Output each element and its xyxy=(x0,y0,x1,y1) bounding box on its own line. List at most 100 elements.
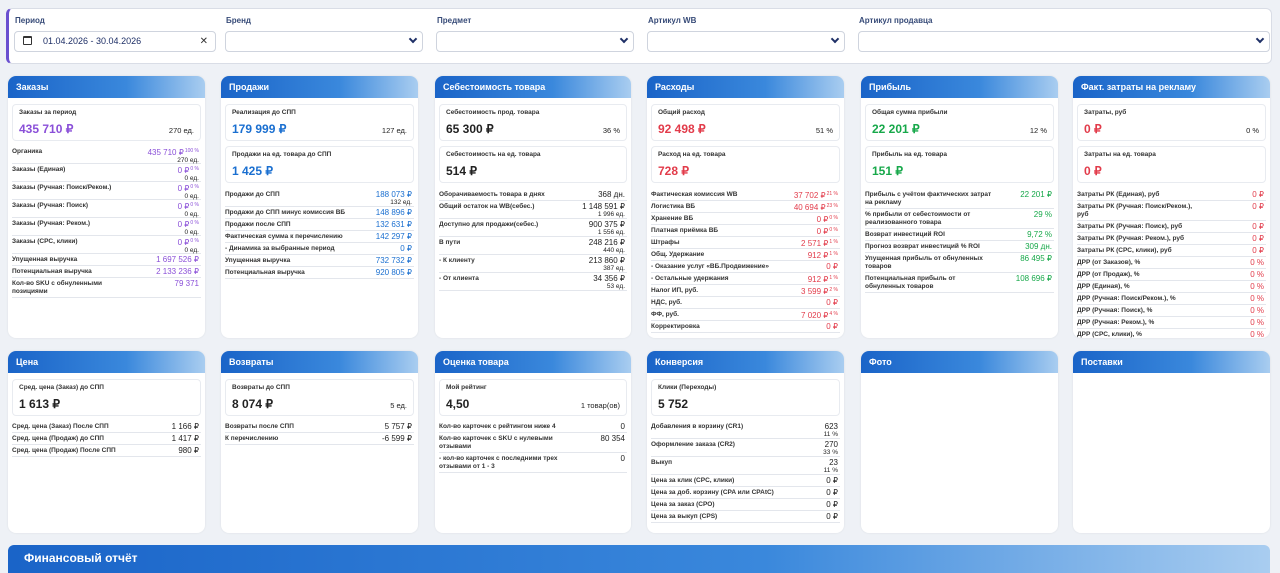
metric-label: % прибыли от себестоимости от реализован… xyxy=(865,211,971,226)
metric-value-text: 1 697 526 ₽ xyxy=(156,255,199,264)
metric-value: 0 % xyxy=(1250,330,1264,338)
metric-value: 0 ₽ xyxy=(400,244,412,253)
metric-percent: 1 % xyxy=(829,239,838,245)
wb-article-select[interactable] xyxy=(647,31,845,52)
metric-value: 2 133 236 ₽ xyxy=(156,267,199,276)
metric-row: Потенциальная прибыль от обнуленных това… xyxy=(865,273,1054,293)
metric-label: Возврат инвестиций ROI xyxy=(865,231,945,238)
metric-value-text: 0 ₽ xyxy=(1252,246,1264,255)
metric-label: Затраты РК (Единая), руб xyxy=(1077,191,1160,198)
conversion-rows: Добавления в корзину (CR1) 623 11 % Оформле… xyxy=(651,421,840,523)
metric-value: 435 710 ₽100 % 270 ед. xyxy=(148,147,199,164)
kpi-value: 5 752 xyxy=(658,397,689,411)
metric-value-text: 0 ₽ xyxy=(826,500,838,509)
kpi-label: Затраты на ед. товара xyxy=(1084,151,1156,158)
seller-article-select[interactable] xyxy=(858,31,1270,52)
metric-value: 0 ₽ xyxy=(826,476,838,485)
metric-value: 248 216 ₽440 ед. xyxy=(589,238,625,254)
kpi-value: 4,50 xyxy=(446,397,470,411)
metric-value-text: 623 xyxy=(824,422,838,431)
metric-label: Потенциальная выручка xyxy=(12,268,92,275)
metric-label: Добавления в корзину (CR1) xyxy=(651,423,744,430)
metric-subvalue: 270 ед. xyxy=(177,157,199,164)
metric-percent: 0 % xyxy=(829,215,838,221)
metric-row: Сред. цена (Заказ) После СПП 1 166 ₽ xyxy=(12,421,201,433)
metric-label: ФФ, руб. xyxy=(651,311,679,318)
chevron-down-icon xyxy=(1255,34,1265,44)
metric-row: ДРР (CPC, клики), % 0 % xyxy=(1077,329,1266,338)
finance-report-header[interactable]: Финансовый отчёт xyxy=(8,545,1270,573)
metric-value: 623 11 % xyxy=(824,422,838,438)
metric-row: Фактическая комиссия WB 37 702 ₽21 % xyxy=(651,189,840,201)
metric-label: Цена за выкуп (CPS) xyxy=(651,513,718,520)
metric-value-text: 0 xyxy=(620,454,625,463)
metric-value-text: 3 599 ₽ xyxy=(801,287,829,296)
metric-value: 0 ₽ xyxy=(1252,234,1264,243)
metric-subvalue: 440 ед. xyxy=(603,247,625,254)
metric-percent: 0 % xyxy=(190,166,199,172)
metric-row: Заказы (CPC, клики) 0 ₽0 % 0 ед. xyxy=(12,236,201,254)
price-kpi: Сред. цена (Заказ) до СПП 1 613 ₽ xyxy=(12,379,201,416)
metric-label: Доступно для продажи(себес.) xyxy=(439,221,539,228)
metric-label: Затраты РК (Ручная: Поиск), руб xyxy=(1077,223,1183,230)
metric-value: 1 697 526 ₽ xyxy=(156,255,199,264)
metric-row: - К клиенту 213 860 ₽387 ед. xyxy=(439,255,627,273)
metric-value-text: 188 073 ₽ xyxy=(375,190,412,199)
card-title: Заказы xyxy=(8,76,205,98)
metric-row: Затраты РК (Ручная: Поиск), руб 0 ₽ xyxy=(1077,221,1266,233)
subject-select[interactable] xyxy=(436,31,634,52)
metric-percent: 0 % xyxy=(190,238,199,244)
period-input[interactable]: 01.04.2026 - 30.04.2026 ✕ xyxy=(14,31,216,52)
profit-card: Прибыль Общая сумма прибыли 22 201 ₽ 12 … xyxy=(861,76,1058,338)
metric-value: 0 ₽0 % 0 ед. xyxy=(178,165,199,182)
metric-percent: 1 % xyxy=(829,275,838,281)
expenses-card: Расходы Общий расход 92 498 ₽ 51 % Расхо… xyxy=(647,76,844,338)
metric-row: Штрафы 2 571 ₽1 % xyxy=(651,237,840,249)
sales-card: Продажи Реализация до СПП 179 999 ₽ 127 … xyxy=(221,76,418,338)
brand-label: Бренд xyxy=(226,16,251,25)
metric-value: 79 371 xyxy=(175,279,199,288)
metric-value-text: 0 % xyxy=(1250,330,1264,338)
metric-subvalue: 132 ед. xyxy=(390,199,412,206)
kpi-value: 92 498 ₽ xyxy=(658,122,706,136)
kpi-value: 0 ₽ xyxy=(1084,122,1102,136)
metric-label: - Динамика за выбранные период xyxy=(225,245,335,252)
metric-label: Органика xyxy=(12,148,43,155)
metric-label: Кол-во SKU с обнуленными позициями xyxy=(12,280,103,295)
metric-label: Потенциальная выручка xyxy=(225,269,305,276)
metric-value-text: 0 % xyxy=(1250,258,1264,267)
metric-value: 132 631 ₽ xyxy=(376,220,412,229)
kpi-value: 1 425 ₽ xyxy=(232,164,273,178)
metric-row: Общ. Удержание 912 ₽1 % xyxy=(651,249,840,261)
kpi-label: Прибыль на ед. товара xyxy=(872,151,948,158)
metric-row: Возвраты после СПП 5 757 ₽ xyxy=(225,421,414,433)
metric-row: ДРР (от Продаж), % 0 % xyxy=(1077,269,1266,281)
metric-row: Упущенная выручка 732 732 ₽ xyxy=(225,255,414,267)
metric-value: 9,72 % xyxy=(1027,230,1052,239)
metric-value: 0 ₽0 % xyxy=(817,226,838,236)
metric-row: Упущенная выручка 1 697 526 ₽ xyxy=(12,254,201,266)
profit-kpi-2: Прибыль на ед. товара 151 ₽ xyxy=(865,146,1054,183)
metric-label: Корректировка xyxy=(651,323,700,330)
metric-value: 7 020 ₽4 % xyxy=(801,310,838,320)
clear-icon[interactable]: ✕ xyxy=(199,36,208,47)
metric-value-text: 0 ₽ xyxy=(400,244,412,253)
metric-value-text: 132 631 ₽ xyxy=(375,220,412,229)
metric-subvalue: 0 ед. xyxy=(184,247,200,254)
metric-value: 0 ₽ xyxy=(1252,190,1264,199)
price-card: Цена Сред. цена (Заказ) до СПП 1 613 ₽ С… xyxy=(8,351,205,533)
metric-row: Корректировка 0 ₽ xyxy=(651,321,840,333)
metric-subvalue: 0 ед. xyxy=(184,229,200,236)
brand-select[interactable] xyxy=(225,31,423,52)
metric-value-text: 920 805 ₽ xyxy=(375,268,412,277)
metric-value-text: 0 % xyxy=(1250,306,1264,315)
kpi-label: Общий расход xyxy=(658,109,705,116)
metric-label: Цена за доб. корзину (CPA или CPAtC) xyxy=(651,489,774,496)
metric-row: ФФ, руб. 7 020 ₽4 % xyxy=(651,309,840,321)
metric-value: 108 696 ₽ xyxy=(1016,274,1052,283)
metric-value-text: 0 % xyxy=(1250,282,1264,291)
metric-value: 309 дн. xyxy=(1025,242,1052,251)
kpi-right: 127 ед. xyxy=(381,126,407,135)
metric-value: 368 дн. xyxy=(598,190,625,199)
metric-label: Затраты РК (Ручная: Поиск/Реком.), руб xyxy=(1077,203,1193,218)
